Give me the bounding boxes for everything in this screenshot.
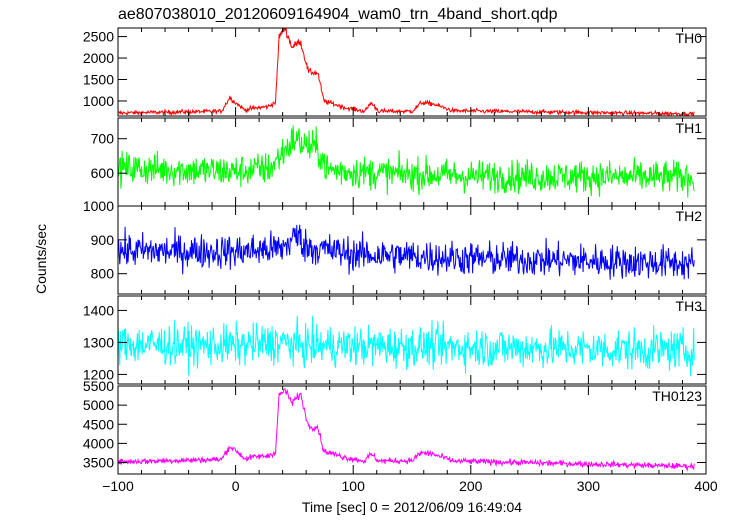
x-tick-label: 0 — [232, 478, 240, 494]
panel-frame — [117, 27, 707, 117]
y-axis-label: Counts/sec — [33, 224, 49, 294]
y-tick-label: 1300 — [83, 334, 114, 350]
y-tick-label: 5000 — [83, 397, 114, 413]
y-tick-label: 1500 — [83, 72, 114, 88]
panel-name-label: TH3 — [676, 298, 703, 314]
x-axis-label: Time [sec] 0 = 2012/06/09 16:49:04 — [302, 499, 522, 515]
panel-th0123: 3500 4000 4500 5000 5500 TH0123 — [83, 378, 707, 475]
panel-th2: 800 900 1000 TH2 — [83, 198, 707, 295]
y-tick-label: 800 — [91, 266, 115, 282]
series-line-th0123 — [118, 387, 695, 472]
series-line-th0 — [118, 28, 695, 116]
panel-th0: 1000 1500 2000 2500 TH0 — [83, 27, 707, 117]
panel-frame — [117, 385, 707, 475]
y-tick-label: 600 — [91, 165, 115, 181]
x-tick-label: 100 — [342, 478, 366, 494]
series-line-th1 — [118, 125, 695, 198]
y-tick-label: 1000 — [83, 198, 114, 214]
y-tick-label: 5500 — [83, 378, 114, 394]
y-tick-label: 2000 — [83, 50, 114, 66]
x-tick-label: 300 — [577, 478, 601, 494]
panel-frame — [117, 205, 707, 295]
panel-name-label: TH1 — [676, 120, 703, 136]
y-tick-label: 900 — [91, 232, 115, 248]
x-tick-label: 400 — [694, 478, 718, 494]
y-tick-label: 700 — [91, 131, 115, 147]
panel-frame — [117, 117, 707, 207]
series-line-th2 — [118, 224, 695, 280]
panel-frame — [117, 295, 707, 385]
y-tick-label: 2500 — [83, 29, 114, 45]
y-tick-label: 3500 — [83, 455, 114, 471]
y-tick-label: 1000 — [83, 93, 114, 109]
y-tick-label: 1400 — [83, 302, 114, 318]
y-tick-label: 4500 — [83, 416, 114, 432]
panel-name-label: TH0 — [676, 30, 703, 46]
x-tick-label: 200 — [459, 478, 483, 494]
panel-name-label: TH2 — [676, 208, 703, 224]
chart-title: ae807038010_20120609164904_wam0_trn_4ban… — [118, 6, 558, 23]
series-line-th3 — [118, 315, 695, 376]
y-tick-label: 4000 — [83, 435, 114, 451]
x-tick-label: −100 — [102, 478, 134, 494]
panel-name-label: TH0123 — [652, 388, 702, 404]
panel-th1: 600 700 TH1 — [91, 117, 707, 207]
panel-th3: 1200 1300 1400 TH3 — [83, 295, 707, 385]
y-tick-label: 1200 — [83, 366, 114, 382]
